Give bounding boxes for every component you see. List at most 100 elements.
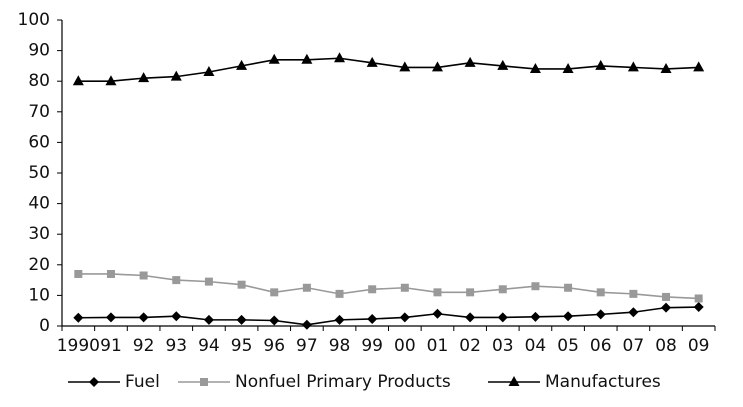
x-tick-label: 92 [133,336,155,356]
x-tick-label: 91 [100,336,122,356]
marker [660,62,672,73]
marker [269,315,280,326]
x-tick-label: 04 [525,336,547,356]
marker [433,288,442,297]
marker [531,282,540,291]
marker [399,312,410,323]
x-tick-label: 1990 [57,336,100,356]
series-line [78,306,699,326]
y-tick-label: 80 [28,71,50,91]
marker [366,56,378,67]
marker [171,311,182,322]
marker [139,271,148,280]
y-tick-label: 20 [28,255,50,275]
y-tick-label: 30 [28,224,50,244]
marker [465,312,476,323]
y-tick-label: 100 [18,10,50,30]
marker [530,311,541,322]
series-line [78,273,699,300]
marker [662,292,671,301]
marker [628,307,639,318]
y-tick-label: 50 [28,163,50,183]
marker [627,61,639,72]
marker [563,311,574,322]
marker [105,312,116,323]
y-tick-label: 90 [28,41,50,61]
marker [564,283,573,292]
marker [431,61,443,72]
marker [399,61,411,72]
x-tick-label: 98 [329,336,351,356]
marker [74,269,83,278]
x-tick-label: 09 [688,336,710,356]
marker [138,72,150,83]
x-tick-label: 96 [263,336,285,356]
y-tick-label: 60 [28,132,50,152]
marker [595,309,606,320]
x-tick-label: 93 [165,336,187,356]
marker [368,285,377,294]
marker [334,314,345,325]
legend-label: Manufactures [545,372,661,392]
marker [106,269,115,278]
marker [236,314,247,325]
marker [270,288,279,297]
x-tick-label: 06 [590,336,612,356]
marker [497,312,508,323]
x-tick-label: 00 [394,336,416,356]
legend-label: Nonfuel Primary Products [235,372,451,392]
marker [498,285,507,294]
marker [170,70,182,81]
marker [203,66,215,77]
marker [73,312,84,323]
x-tick-label: 02 [459,336,481,356]
marker [268,53,280,64]
marker [138,312,149,323]
marker [529,62,541,73]
marker [172,276,181,285]
marker [464,56,476,67]
marker [694,294,703,303]
marker [302,283,311,292]
legend-marker [508,376,520,386]
marker [334,52,346,63]
marker [400,283,409,292]
marker [661,302,672,313]
marker [367,313,378,324]
y-tick-label: 70 [28,102,50,122]
marker [432,308,443,319]
marker [595,59,607,70]
x-tick-label: 05 [557,336,579,356]
x-tick-label: 94 [198,336,220,356]
y-tick-label: 0 [39,316,50,336]
marker [466,288,475,297]
x-tick-label: 99 [361,336,383,356]
marker [203,314,214,325]
y-tick-label: 10 [28,285,50,305]
marker [693,61,705,72]
y-tick-label: 40 [28,194,50,214]
marker [693,302,704,313]
marker [105,75,117,86]
legend-marker [200,378,208,386]
x-tick-label: 08 [655,336,677,356]
series-line [78,57,699,82]
marker [562,62,574,73]
x-tick-label: 95 [231,336,253,356]
marker [301,319,312,330]
marker [236,59,248,70]
x-tick-label: 01 [427,336,449,356]
x-tick-label: 97 [296,336,318,356]
marker [335,289,344,298]
marker [204,277,213,286]
marker [72,75,84,86]
legend-marker [89,377,99,387]
marker [497,59,509,70]
legend-label: Fuel [125,372,160,392]
x-tick-label: 03 [492,336,514,356]
marker [629,289,638,298]
marker [301,53,313,64]
x-tick-label: 07 [623,336,645,356]
marker [596,288,605,297]
